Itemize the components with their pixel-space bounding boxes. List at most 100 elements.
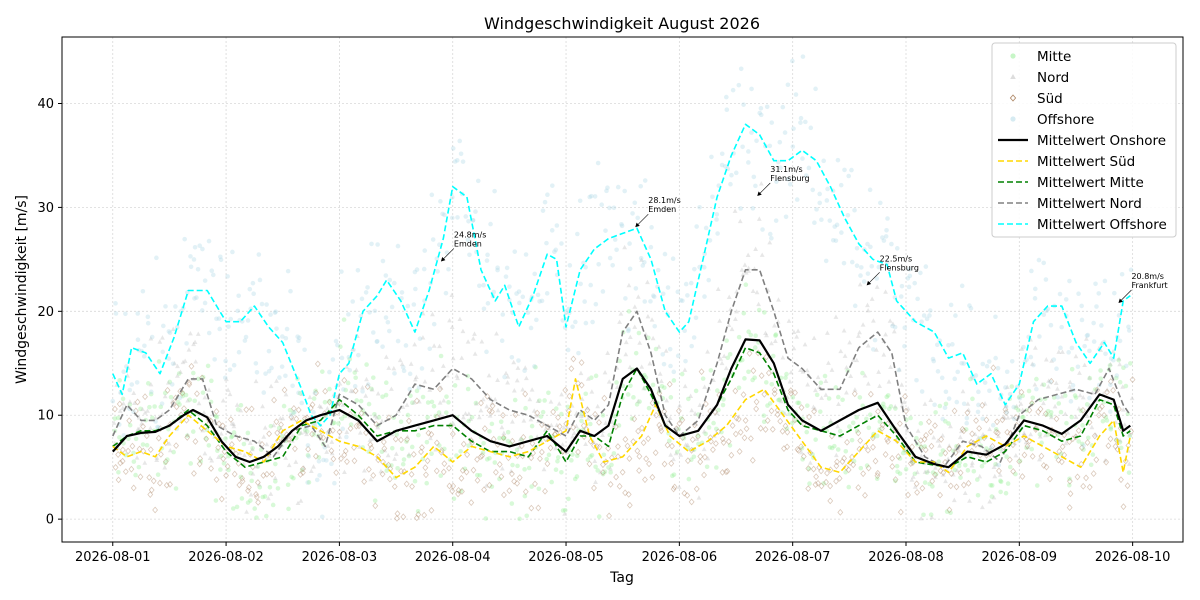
scatter-point-offshore	[854, 263, 860, 269]
scatter-point-mitte	[695, 433, 701, 438]
scatter-point-nord	[685, 442, 691, 447]
scatter-point-offshore	[528, 325, 534, 331]
scatter-point-sued	[460, 440, 467, 448]
scatter-point-sued	[1091, 432, 1098, 440]
scatter-point-sued	[649, 473, 656, 481]
annotation-value: 20.8m/s	[1131, 272, 1163, 281]
scatter-point-offshore	[615, 184, 621, 190]
scatter-point-offshore	[202, 278, 208, 283]
scatter-point-mitte	[588, 421, 593, 427]
scatter-point-offshore	[386, 328, 392, 334]
scatter-point-nord	[441, 398, 447, 403]
scatter-point-sued	[812, 481, 819, 489]
annotation-arrow	[1119, 289, 1132, 303]
scatter-point-sued	[921, 435, 928, 443]
scatter-point-offshore	[339, 355, 345, 361]
scatter-point-sued	[753, 405, 760, 413]
scatter-point-nord	[659, 378, 664, 384]
scatter-point-sued	[728, 451, 735, 459]
scatter-point-offshore	[719, 162, 725, 168]
scatter-point-mitte	[191, 370, 196, 376]
scatter-point-offshore	[1054, 366, 1059, 372]
scatter-point-nord	[865, 308, 871, 313]
scatter-point-offshore	[367, 310, 372, 315]
scatter-point-sued	[518, 442, 525, 450]
scatter-point-nord	[357, 430, 363, 435]
scatter-point-offshore	[773, 218, 779, 223]
scatter-point-mitte	[593, 373, 599, 379]
scatter-point-sued	[600, 461, 606, 469]
scatter-point-mitte	[116, 469, 121, 475]
scatter-point-nord	[1039, 381, 1045, 387]
scatter-point-offshore	[177, 395, 183, 401]
scatter-point-offshore	[823, 258, 829, 264]
scatter-point-mitte	[248, 498, 253, 503]
scatter-point-mitte	[1078, 408, 1084, 414]
scatter-point-sued	[942, 458, 949, 466]
scatter-point-nord	[589, 389, 595, 394]
scatter-point-mitte	[569, 458, 574, 463]
legend-box	[991, 42, 1177, 238]
scatter-point-nord	[428, 435, 433, 441]
scatter-point-offshore	[946, 396, 952, 401]
scatter-point-mitte	[215, 448, 220, 454]
scatter-point-offshore	[192, 296, 197, 301]
scatter-point-mitte	[864, 416, 869, 422]
scatter-point-offshore	[407, 386, 413, 392]
scatter-point-sued	[286, 435, 293, 443]
scatter-point-offshore	[560, 318, 566, 323]
scatter-point-nord	[1043, 357, 1049, 362]
scatter-point-offshore	[242, 338, 248, 343]
scatter-point-offshore	[838, 182, 844, 188]
scatter-point-offshore	[946, 342, 951, 348]
scatter-point-nord	[136, 415, 142, 420]
scatter-point-sued	[763, 353, 770, 361]
scatter-point-sued	[634, 447, 641, 455]
scatter-point-offshore	[776, 159, 781, 165]
scatter-point-offshore	[787, 181, 793, 187]
scatter-point-mitte	[857, 395, 863, 400]
scatter-point-offshore	[458, 151, 464, 157]
scatter-point-mitte	[1024, 445, 1029, 451]
scatter-point-sued	[404, 436, 410, 443]
scatter-point-mitte	[268, 423, 274, 429]
scatter-point-mitte	[784, 371, 789, 377]
scatter-point-offshore	[314, 477, 320, 483]
scatter-point-sued	[794, 445, 801, 453]
scatter-point-sued	[701, 471, 707, 479]
scatter-point-nord	[627, 364, 633, 370]
scatter-point-nord	[954, 467, 960, 473]
scatter-point-mitte	[341, 317, 347, 322]
scatter-point-offshore	[702, 294, 707, 299]
scatter-point-sued	[437, 385, 443, 393]
scatter-point-sued	[428, 506, 435, 514]
scatter-point-nord	[521, 418, 527, 423]
scatter-point-nord	[430, 311, 435, 317]
scatter-point-mitte	[270, 502, 276, 508]
scatter-point-offshore	[633, 286, 639, 291]
scatter-point-offshore	[477, 283, 482, 289]
scatter-point-sued	[143, 432, 150, 440]
scatter-point-nord	[603, 420, 609, 425]
scatter-point-offshore	[532, 364, 537, 369]
scatter-point-offshore	[607, 205, 612, 211]
annotation-arrowhead	[757, 191, 762, 196]
scatter-point-offshore	[587, 194, 593, 200]
scatter-point-mitte	[818, 380, 824, 386]
scatter-point-mitte	[474, 472, 480, 478]
scatter-point-mitte	[412, 478, 418, 484]
scatter-point-nord	[222, 425, 228, 430]
scatter-point-mitte	[1007, 464, 1013, 470]
scatter-point-mitte	[1072, 393, 1078, 398]
scatter-point-mitte	[144, 442, 150, 448]
scatter-point-mitte	[1020, 393, 1026, 399]
scatter-point-mitte	[908, 415, 913, 421]
scatter-point-sued	[197, 455, 204, 463]
scatter-point-nord	[929, 514, 935, 520]
scatter-point-sued	[522, 488, 529, 496]
scatter-point-mitte	[505, 438, 511, 444]
scatter-point-offshore	[446, 266, 451, 272]
scatter-point-offshore	[283, 335, 289, 341]
scatter-point-nord	[891, 329, 897, 334]
scatter-point-mitte	[884, 394, 890, 400]
